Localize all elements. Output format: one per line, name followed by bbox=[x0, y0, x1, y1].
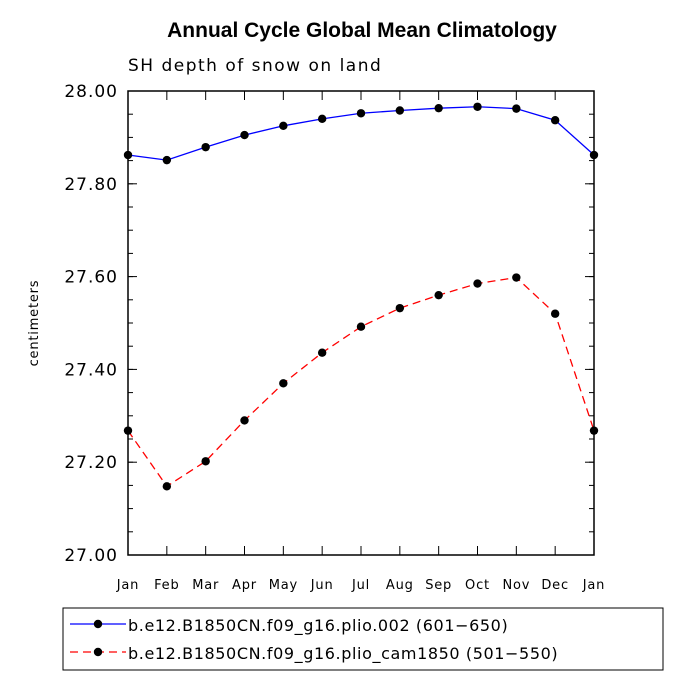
legend: b.e12.B1850CN.f09_g16.plio.002 (601−650)… bbox=[62, 607, 664, 671]
legend-item-series-1: b.e12.B1850CN.f09_g16.plio.002 (601−650) bbox=[70, 616, 508, 636]
x-tick-label: Nov bbox=[502, 578, 530, 593]
legend-label-series-1: b.e12.B1850CN.f09_g16.plio.002 (601−650) bbox=[128, 616, 508, 636]
y-tick-labels: 27.00 27.20 27.40 27.60 27.80 28.00 bbox=[64, 82, 118, 566]
series-1-point bbox=[473, 102, 482, 111]
series-2-point bbox=[279, 379, 288, 388]
plot-frame bbox=[127, 90, 595, 556]
x-tick-label: Apr bbox=[232, 578, 257, 593]
series-line-2 bbox=[127, 276, 595, 488]
series-2-point bbox=[395, 303, 405, 313]
y-axis-label: centimeters bbox=[27, 280, 42, 367]
series-1-point bbox=[201, 142, 210, 152]
x-tick-label: Oct bbox=[465, 578, 490, 593]
legend-marker-series-2 bbox=[93, 647, 103, 657]
series-2-point bbox=[162, 482, 172, 491]
y-tick-label: 27.00 bbox=[64, 546, 118, 566]
x-tick-label: Dec bbox=[541, 578, 569, 593]
series-2-point bbox=[201, 457, 210, 466]
x-tick-label: Aug bbox=[386, 578, 414, 593]
series-1-point bbox=[512, 104, 521, 113]
series-1-point bbox=[434, 103, 443, 113]
series-2-point bbox=[550, 309, 560, 318]
series-1-point bbox=[317, 114, 327, 124]
x-tick-label: May bbox=[269, 578, 298, 593]
series-2-point bbox=[356, 322, 366, 331]
series-1-point bbox=[279, 121, 288, 130]
y-tick-label: 27.80 bbox=[64, 175, 118, 195]
chart-title: Annual Cycle Global Mean Climatology bbox=[167, 19, 557, 42]
y-tick-label: 27.60 bbox=[64, 268, 118, 288]
x-tick-label: Jan bbox=[116, 578, 139, 593]
series-2-point bbox=[434, 290, 443, 300]
x-tick-label: Jan bbox=[582, 578, 605, 593]
x-tick-label: Sep bbox=[425, 578, 452, 593]
x-tick-labels: Jan Feb Mar Apr May Jun Jul Aug Sep Oct Nov Dec Jan bbox=[116, 578, 605, 593]
y-tick-label: 27.40 bbox=[64, 360, 118, 380]
series-1-point bbox=[356, 109, 366, 118]
x-tick-label: Jul bbox=[351, 578, 370, 593]
series-1-point bbox=[395, 106, 405, 115]
series-2-point bbox=[317, 348, 327, 357]
y-tick-label: 27.20 bbox=[64, 453, 118, 473]
legend-marker-series-1 bbox=[93, 619, 103, 629]
y-tick-label: 28.00 bbox=[64, 82, 118, 102]
series-1-point bbox=[240, 130, 249, 140]
series-2-point bbox=[240, 416, 249, 425]
legend-box bbox=[62, 607, 664, 671]
series-layer bbox=[123, 102, 599, 491]
x-tick-label: Feb bbox=[154, 578, 179, 593]
series-1-point bbox=[550, 116, 560, 125]
legend-label-series-2: b.e12.B1850CN.f09_g16.plio_cam1850 (501−… bbox=[128, 644, 558, 664]
series-2-point bbox=[473, 279, 482, 288]
chart-subtitle: SH depth of snow on land bbox=[128, 56, 382, 76]
x-tick-label: Jun bbox=[310, 578, 334, 593]
series-2-point bbox=[512, 273, 521, 282]
series-1-point bbox=[162, 155, 172, 165]
legend-item-series-2: b.e12.B1850CN.f09_g16.plio_cam1850 (501−… bbox=[70, 644, 558, 664]
x-tick-label: Mar bbox=[192, 578, 219, 593]
